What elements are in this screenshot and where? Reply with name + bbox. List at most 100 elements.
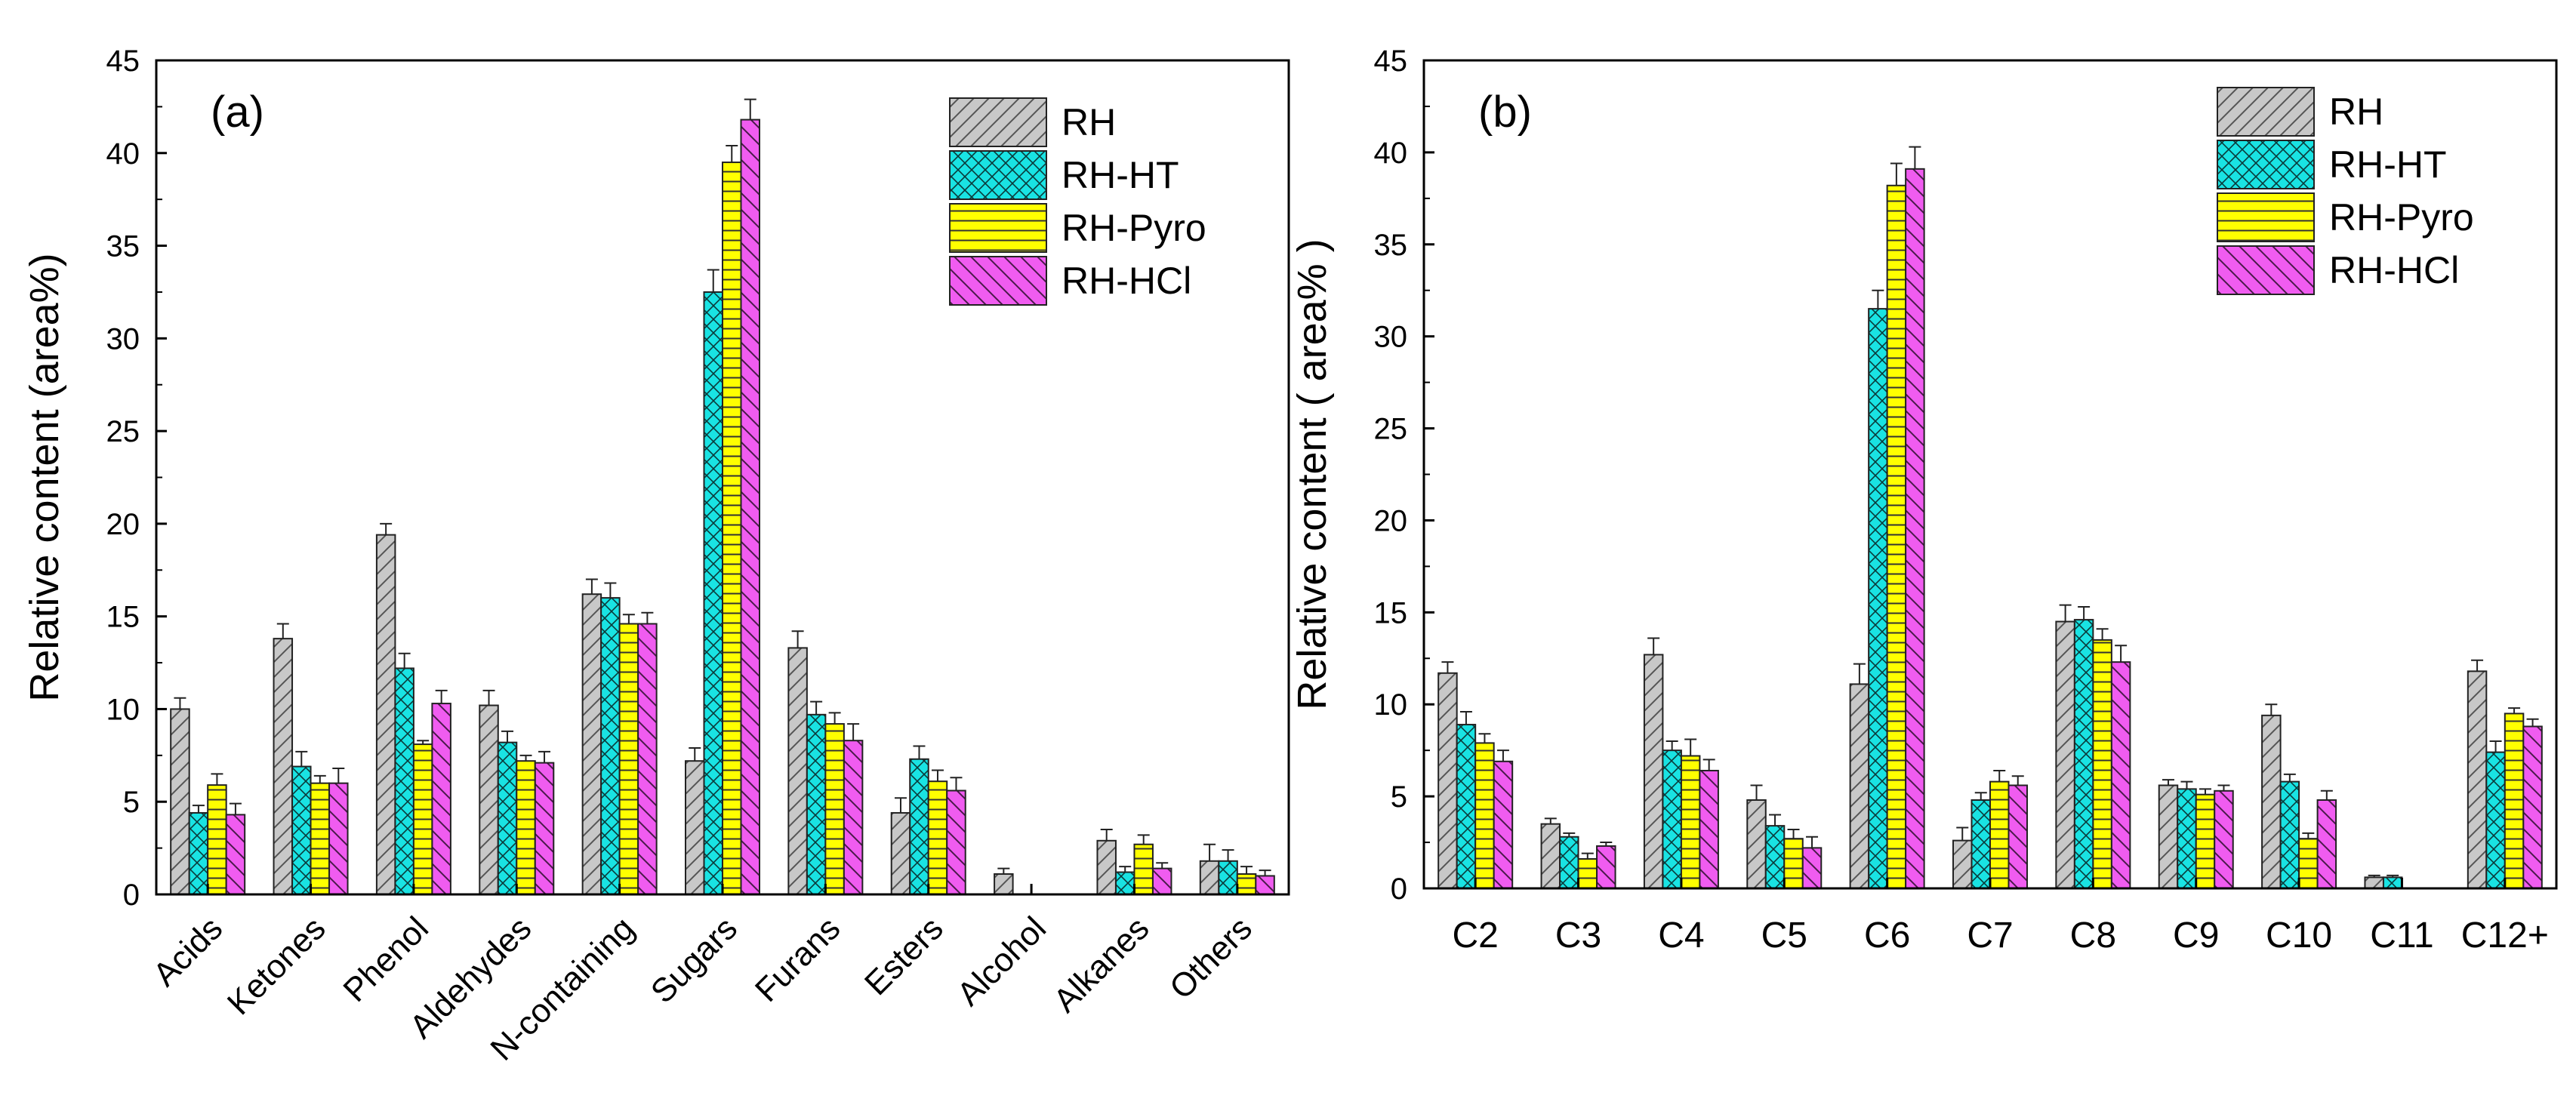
bar-rh-pyro-n-containing (618, 623, 639, 895)
bar-rh-hcl-esters (946, 789, 966, 895)
y-tick-label: 30 (106, 322, 140, 355)
legend-swatch-rh-ht (2217, 140, 2315, 189)
bar-rh-hcl-furans (843, 740, 864, 896)
bar-rh-acids (170, 708, 190, 896)
bar-rh-pyro-sugars (722, 162, 742, 896)
x-tick-label: Others (1163, 909, 1259, 1006)
y-tick-label: 45 (1374, 45, 1408, 78)
y-tick-label: 5 (1391, 780, 1407, 814)
bar-rh-c3 (1540, 823, 1561, 889)
bar-rh-pyro-c8 (2092, 639, 2112, 890)
bar-rh-hcl-acids (225, 814, 246, 896)
bar-rh-esters (890, 811, 911, 896)
x-tick-label: C2 (1453, 916, 1499, 956)
bar-rh-pyro-c9 (2195, 793, 2216, 890)
x-tick-label: C11 (2370, 916, 2434, 956)
bar-rh-c9 (2158, 784, 2179, 890)
bar-rh-hcl-c9 (2214, 789, 2234, 889)
bar-rh-c8 (2055, 620, 2075, 889)
y-tick-label: 0 (123, 879, 140, 912)
y-tick-label: 5 (123, 786, 140, 819)
bar-rh-ht-c6 (1868, 308, 1888, 890)
y-tick-label: 35 (1374, 229, 1408, 262)
panel-label: (a) (211, 88, 264, 137)
x-tick-label: C12+ (2461, 916, 2549, 956)
x-tick-label: Esters (858, 909, 951, 1002)
bar-rh-ht-n-containing (600, 597, 621, 895)
bar-rh-ht-ketones (291, 765, 312, 895)
bar-rh-ht-c12+ (2485, 751, 2506, 889)
y-tick-label: 40 (1374, 137, 1408, 170)
x-tick-label: C3 (1555, 916, 1601, 956)
bar-rh-ht-alkanes (1114, 871, 1135, 895)
panel-label: (b) (1478, 88, 1532, 137)
bar-rh-ht-c10 (2279, 780, 2300, 889)
x-tick-label: C10 (2266, 916, 2332, 956)
bar-rh-hcl-alkanes (1151, 867, 1172, 895)
bar-rh-hcl-ketones (328, 782, 349, 895)
legend-label-rh-pyro: RH-Pyro (1062, 207, 1206, 249)
legend-label-rh-pyro: RH-Pyro (2329, 196, 2474, 239)
bar-rh-ketones (273, 638, 294, 896)
y-tick-label: 20 (1374, 504, 1408, 537)
bar-rh-pyro-c2 (1474, 742, 1495, 889)
bar-rh-sugars (685, 760, 705, 896)
bar-rh-pyro-c12+ (2504, 713, 2525, 890)
bar-rh-c7 (1952, 839, 1973, 890)
bar-rh-ht-c4 (1662, 749, 1682, 890)
x-tick-label: Alkanes (1046, 909, 1156, 1019)
bar-rh-hcl-c7 (2007, 784, 2028, 890)
bar-rh-c4 (1643, 654, 1664, 889)
bar-rh-ht-others (1218, 860, 1238, 896)
bar-rh-c11 (2364, 876, 2384, 889)
bar-rh-ht-c3 (1559, 836, 1579, 889)
bar-rh-ht-c7 (1971, 799, 1991, 890)
bar-rh-pyro-aldehydes (516, 760, 536, 896)
x-tick-label: C7 (1967, 916, 2013, 956)
y-tick-label: 10 (106, 693, 140, 726)
legend-label-rh-ht: RH-HT (2329, 143, 2447, 186)
legend-label-rh-ht: RH-HT (1062, 154, 1179, 196)
bar-rh-hcl-phenol (431, 703, 451, 895)
bar-rh-pyro-phenol (412, 743, 433, 895)
bar-rh-ht-aldehydes (497, 741, 518, 896)
y-tick-label: 25 (1374, 413, 1408, 446)
x-tick-label: C5 (1761, 916, 1807, 956)
y-tick-label: 30 (1374, 321, 1408, 354)
legend-swatch-rh (949, 97, 1047, 147)
bar-rh-hcl-c6 (1905, 168, 1925, 889)
bar-rh-c10 (2261, 714, 2282, 889)
y-tick-label: 15 (106, 601, 140, 634)
bar-rh-pyro-c10 (2298, 838, 2319, 890)
bar-rh-ht-sugars (703, 291, 723, 895)
bar-rh-hcl-c3 (1596, 845, 1616, 890)
bar-rh-hcl-c10 (2316, 799, 2337, 890)
y-tick-label: 25 (106, 415, 140, 448)
y-tick-label: 15 (1374, 596, 1408, 629)
bar-rh-pyro-c7 (1989, 780, 2010, 889)
legend-label-rh-hcl: RH-HCl (2329, 249, 2459, 291)
bar-rh-furans (787, 647, 808, 896)
legend-label-rh-hcl: RH-HCl (1062, 260, 1191, 302)
legend-swatch-rh-hcl (2217, 245, 2315, 295)
bar-rh-pyro-c4 (1680, 755, 1701, 889)
x-tick-label: C6 (1864, 916, 1910, 956)
bar-rh-c12+ (2467, 670, 2488, 889)
bar-rh-pyro-furans (824, 723, 845, 895)
x-tick-label: Acids (146, 909, 230, 993)
bar-rh-hcl-c12+ (2522, 725, 2543, 890)
legend-swatch-rh-pyro (949, 203, 1047, 253)
x-tick-label: Alcohol (950, 909, 1053, 1013)
x-tick-label: Sugars (644, 909, 744, 1010)
y-tick-label: 35 (106, 230, 140, 263)
bar-rh-hcl-c4 (1699, 769, 1719, 890)
bar-rh-ht-furans (806, 713, 827, 895)
bar-rh-ht-c5 (1764, 825, 1786, 890)
bar-rh-hcl-aldehydes (534, 762, 555, 896)
bar-rh-ht-acids (188, 811, 209, 896)
x-tick-label: Furans (748, 909, 847, 1008)
x-tick-label: Ketones (220, 909, 333, 1022)
bar-rh-hcl-c2 (1493, 760, 1514, 889)
y-tick-label: 40 (106, 137, 140, 171)
